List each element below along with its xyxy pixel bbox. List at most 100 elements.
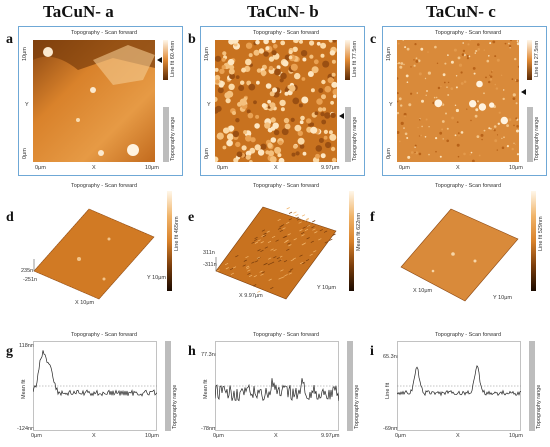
grain <box>331 157 337 162</box>
colorbar-label: Line fit 77.5nm <box>352 40 358 77</box>
surface-ridge <box>312 220 316 223</box>
x-axis-label: X <box>274 433 278 439</box>
grain <box>514 143 516 145</box>
surface-ridge <box>283 235 288 238</box>
grain <box>233 42 238 47</box>
grain <box>515 102 518 105</box>
column-title-c: TaCuN- c <box>426 2 496 21</box>
surface-ridge <box>290 259 294 262</box>
surface-ridge <box>253 284 257 287</box>
surface-ridge <box>248 274 253 278</box>
grain <box>432 101 435 105</box>
surface-ridge <box>288 244 292 247</box>
grain <box>475 108 479 112</box>
y-axis-bottom-label: -69nm <box>383 426 399 432</box>
surface-ridge <box>305 259 310 262</box>
grain <box>215 79 220 84</box>
grain <box>490 75 493 78</box>
grain <box>405 74 409 78</box>
surface-ridge <box>304 228 309 232</box>
grain <box>399 65 403 69</box>
surface-ridge <box>257 249 261 252</box>
grain <box>226 139 233 147</box>
grain <box>427 51 429 53</box>
grain <box>404 115 406 117</box>
grain <box>290 63 298 71</box>
grain <box>284 123 291 130</box>
x-axis-right-label: 10μm <box>509 165 523 171</box>
surface-ridge <box>301 243 305 246</box>
grain <box>494 55 497 58</box>
grain <box>284 91 289 96</box>
grain <box>478 154 481 157</box>
grain <box>472 67 476 70</box>
afm-image-c <box>397 40 519 162</box>
panel-label-d: d <box>6 210 14 225</box>
grain <box>280 72 287 80</box>
grain <box>298 103 303 108</box>
grain <box>496 134 499 136</box>
grain <box>435 137 438 140</box>
grain <box>318 88 324 93</box>
colorbar-label: Line fit 60.4nm <box>170 40 176 77</box>
grain <box>256 80 260 85</box>
grain <box>513 142 515 144</box>
surface-ridge <box>275 239 279 242</box>
grain <box>502 97 505 101</box>
grain <box>443 81 446 84</box>
grain <box>446 139 449 143</box>
grain <box>268 150 275 157</box>
grain <box>322 107 327 112</box>
grain <box>215 55 222 62</box>
grain <box>424 77 427 80</box>
surface-ridge <box>278 277 282 280</box>
grain <box>500 116 508 125</box>
grain <box>455 75 458 77</box>
afm-3d-surface-e <box>215 206 337 300</box>
grain <box>496 149 498 151</box>
surface-ridge <box>246 267 250 270</box>
grain <box>228 125 235 132</box>
grain <box>307 71 314 77</box>
surface-ridge <box>270 286 274 290</box>
grain <box>294 72 301 80</box>
grain <box>444 62 447 65</box>
grain <box>497 122 500 126</box>
grain <box>474 114 478 118</box>
grain <box>299 144 305 149</box>
grain <box>310 126 318 134</box>
grain <box>469 154 471 156</box>
panel-label-a: a <box>6 32 13 47</box>
grain <box>441 120 445 123</box>
grain <box>232 111 236 115</box>
grain <box>288 55 293 60</box>
range-bar <box>345 107 351 162</box>
surface-ridge <box>264 246 268 249</box>
colorbar-label: Line fit 529nm <box>538 216 544 251</box>
grain <box>267 99 271 104</box>
grain <box>245 58 252 66</box>
grain <box>455 86 458 89</box>
grain <box>253 100 257 105</box>
surface-ridge <box>266 230 270 233</box>
surface-ridge <box>229 267 234 271</box>
grain <box>268 56 275 62</box>
grain <box>403 63 405 66</box>
grain <box>483 92 485 95</box>
grain <box>462 42 464 44</box>
surface-ridge <box>278 259 282 262</box>
grain <box>397 131 400 134</box>
grain <box>460 131 464 134</box>
surface-ridge <box>247 272 251 275</box>
surface-ridge <box>261 234 265 237</box>
grain <box>321 119 327 125</box>
grain <box>228 40 235 45</box>
grain <box>260 143 267 150</box>
z-axis-bottom-label: -311n <box>203 262 217 268</box>
grain <box>221 65 226 70</box>
grain <box>415 59 419 63</box>
x-axis-label: X 10μm <box>413 288 433 294</box>
surface-ridge <box>245 255 249 259</box>
surface-ridge <box>251 241 255 244</box>
profile-panel-g: Topography - Scan forward 118nm Mean fit… <box>17 330 183 444</box>
